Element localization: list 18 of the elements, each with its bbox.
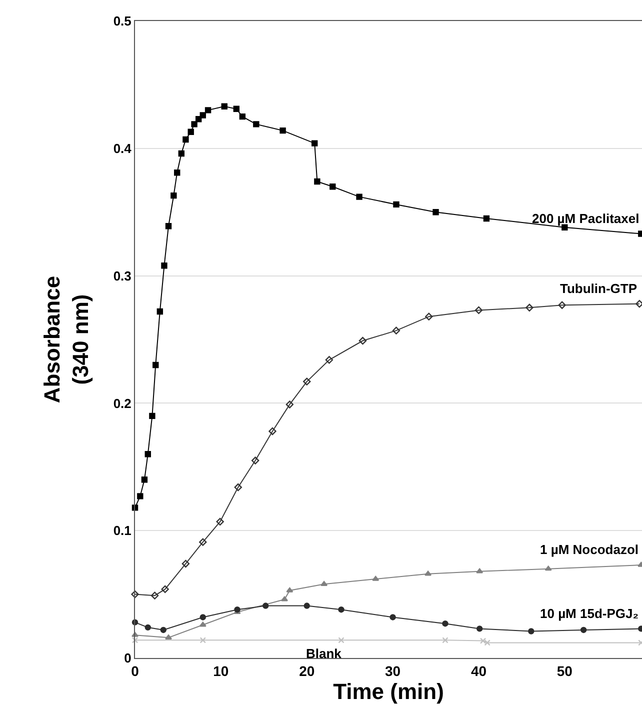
x-tick-label: 20: [299, 662, 315, 679]
x-tick-label: 10: [213, 662, 229, 679]
x-axis-title: Time (min): [333, 678, 444, 704]
y-tick-label: 0.5: [113, 14, 132, 29]
series-label: Tubulin-GTP: [560, 281, 638, 296]
y-tick-label: 0.1: [113, 523, 132, 538]
y-tick-label: 0.3: [113, 268, 132, 284]
x-tick-label: 30: [385, 662, 401, 679]
y-tick-label: 0: [124, 650, 132, 666]
annotation: Blank: [306, 646, 342, 661]
y-axis-title: Absorbance (340 nm): [40, 276, 94, 404]
series-label: 200 µM Paclitaxel: [532, 211, 640, 226]
x-tick-label: 50: [556, 662, 573, 679]
x-tick-label: 40: [470, 662, 487, 679]
y-tick-label: 0.2: [113, 396, 132, 411]
series-label: 10 µM 15d-PGJ₂: [540, 606, 639, 621]
series-label: 1 µM Nocodazol: [540, 542, 638, 557]
y-tick-label: 0.4: [113, 140, 132, 156]
